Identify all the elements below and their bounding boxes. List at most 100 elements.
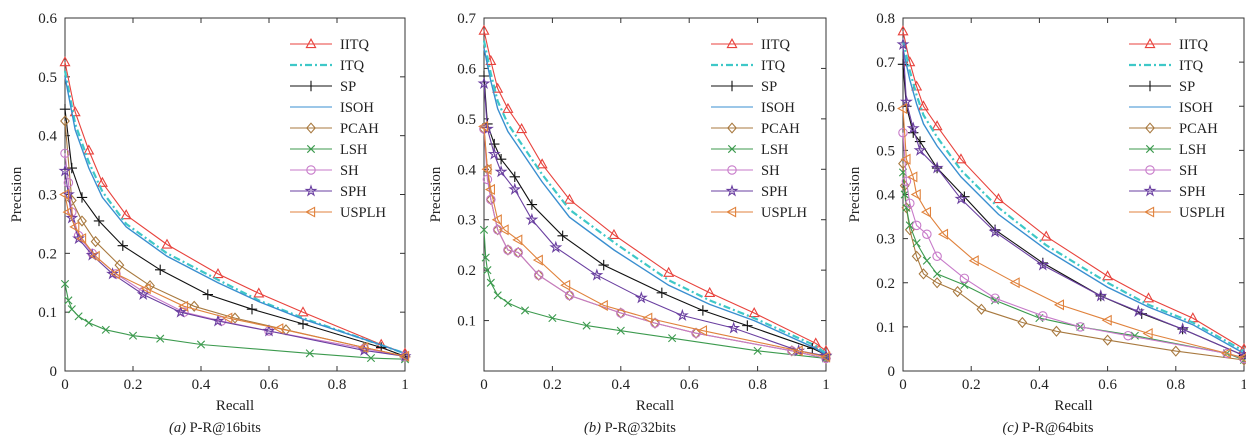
legend-item-itq: ITQ bbox=[290, 58, 365, 74]
data-point-iitq bbox=[253, 287, 265, 298]
legend-item-usplh: USPLH bbox=[1129, 205, 1225, 221]
data-point-iitq bbox=[608, 228, 620, 239]
y-axis-label: Precision bbox=[847, 166, 863, 222]
legend-item-sph: SPH bbox=[711, 184, 788, 200]
data-point-sph bbox=[487, 147, 501, 160]
data-point-usplh bbox=[1221, 347, 1232, 359]
data-point-iitq bbox=[955, 153, 967, 164]
data-point-lsh bbox=[503, 298, 513, 308]
caption-text: P-R@64bits bbox=[1019, 420, 1094, 436]
y-tick-label: 0 bbox=[50, 364, 58, 380]
series-line-usplh bbox=[483, 126, 827, 358]
data-point-usplh bbox=[560, 279, 571, 291]
series-lsh bbox=[60, 279, 410, 364]
series-iitq bbox=[478, 24, 832, 355]
legend-label: PCAH bbox=[1179, 121, 1218, 137]
data-point-pcah bbox=[976, 303, 987, 315]
legend-label: SPH bbox=[1179, 184, 1206, 200]
data-point-sph bbox=[1036, 258, 1050, 271]
y-tick-label: 0.7 bbox=[876, 55, 895, 71]
data-point-sp bbox=[495, 154, 507, 165]
legend-item-lsh: LSH bbox=[1129, 142, 1207, 158]
data-point-sp bbox=[66, 162, 77, 174]
data-point-sh bbox=[564, 290, 575, 301]
data-point-sp bbox=[297, 318, 309, 330]
data-point-pcah bbox=[952, 285, 963, 298]
data-point-usplh bbox=[900, 153, 911, 165]
series-lsh bbox=[898, 168, 1246, 365]
series-line-sp bbox=[902, 64, 1245, 357]
data-point-lsh bbox=[493, 291, 502, 300]
data-point-lsh bbox=[922, 256, 931, 265]
x-tick-label: 0.6 bbox=[680, 377, 699, 393]
data-point-sph bbox=[549, 240, 563, 253]
data-point-lsh bbox=[668, 334, 677, 343]
data-point-usplh bbox=[907, 171, 918, 183]
data-point-sp bbox=[509, 171, 520, 183]
series-isoh bbox=[483, 48, 827, 356]
series-itq bbox=[901, 39, 1245, 353]
legend-item-iitq: IITQ bbox=[711, 37, 791, 53]
data-point-sh bbox=[901, 176, 912, 187]
data-point-usplh bbox=[481, 163, 492, 175]
legend-label: USPLH bbox=[1179, 205, 1225, 221]
legend-item-isoh: ISOH bbox=[1129, 100, 1213, 116]
data-point-lsh bbox=[548, 313, 557, 323]
y-tick-label: 0.5 bbox=[38, 70, 57, 86]
chart-caption: (a) P-R@16bits bbox=[169, 420, 261, 436]
series-itq bbox=[482, 40, 827, 355]
data-point-iitq bbox=[931, 120, 943, 131]
series-iitq bbox=[897, 25, 1246, 354]
legend-item-sp: SP bbox=[711, 79, 777, 95]
data-point-lsh bbox=[933, 269, 942, 279]
data-point-sph bbox=[1176, 322, 1190, 335]
data-point-usplh bbox=[897, 102, 908, 114]
legend-label: IITQ bbox=[1179, 37, 1209, 53]
legend-label: SPH bbox=[761, 184, 788, 200]
data-point-sh bbox=[898, 127, 908, 138]
legend-label: ISOH bbox=[761, 100, 795, 116]
data-point-lsh bbox=[156, 334, 165, 343]
y-tick-label: 0.4 bbox=[457, 162, 476, 178]
y-tick-label: 0.4 bbox=[38, 129, 57, 145]
legend-item-sph: SPH bbox=[290, 184, 367, 200]
legend-item-usplh: USPLH bbox=[711, 205, 807, 221]
data-point-iitq bbox=[120, 209, 132, 220]
data-point-iitq bbox=[992, 192, 1005, 204]
data-point-sh bbox=[959, 273, 970, 284]
legend-marker bbox=[1144, 38, 1156, 49]
series-sph bbox=[477, 76, 833, 362]
legend-item-lsh: LSH bbox=[711, 142, 789, 158]
series-isoh bbox=[64, 76, 406, 355]
data-point-sh bbox=[492, 225, 503, 235]
data-point-usplh bbox=[937, 228, 949, 240]
series-line-isoh bbox=[483, 48, 827, 356]
data-point-sph bbox=[913, 143, 927, 156]
legend-marker bbox=[1145, 165, 1155, 175]
legend-marker bbox=[727, 165, 737, 175]
y-tick-label: 0.5 bbox=[876, 143, 895, 159]
data-point-iitq bbox=[83, 144, 95, 155]
legend-item-sh: SH bbox=[711, 163, 780, 179]
data-point-sph bbox=[590, 268, 604, 281]
data-point-iitq bbox=[502, 102, 514, 113]
legend-marker bbox=[1144, 206, 1155, 218]
data-point-usplh bbox=[89, 250, 100, 262]
y-tick-label: 0.7 bbox=[457, 11, 476, 27]
data-point-sph bbox=[508, 182, 522, 195]
x-tick-label: 0.6 bbox=[1098, 377, 1117, 393]
legend-item-sph: SPH bbox=[1129, 184, 1206, 200]
x-tick-label: 0.2 bbox=[962, 377, 981, 393]
legend-marker bbox=[306, 144, 316, 154]
data-point-iitq bbox=[563, 193, 576, 204]
data-point-iitq bbox=[917, 100, 929, 111]
data-point-usplh bbox=[696, 325, 708, 337]
data-point-sh bbox=[905, 198, 915, 209]
y-tick-label: 0.4 bbox=[876, 188, 895, 204]
data-point-usplh bbox=[273, 323, 284, 335]
data-point-sph bbox=[727, 321, 741, 334]
legend-marker bbox=[725, 184, 739, 197]
series-line-lsh bbox=[64, 283, 406, 360]
legend-marker bbox=[1143, 184, 1157, 197]
